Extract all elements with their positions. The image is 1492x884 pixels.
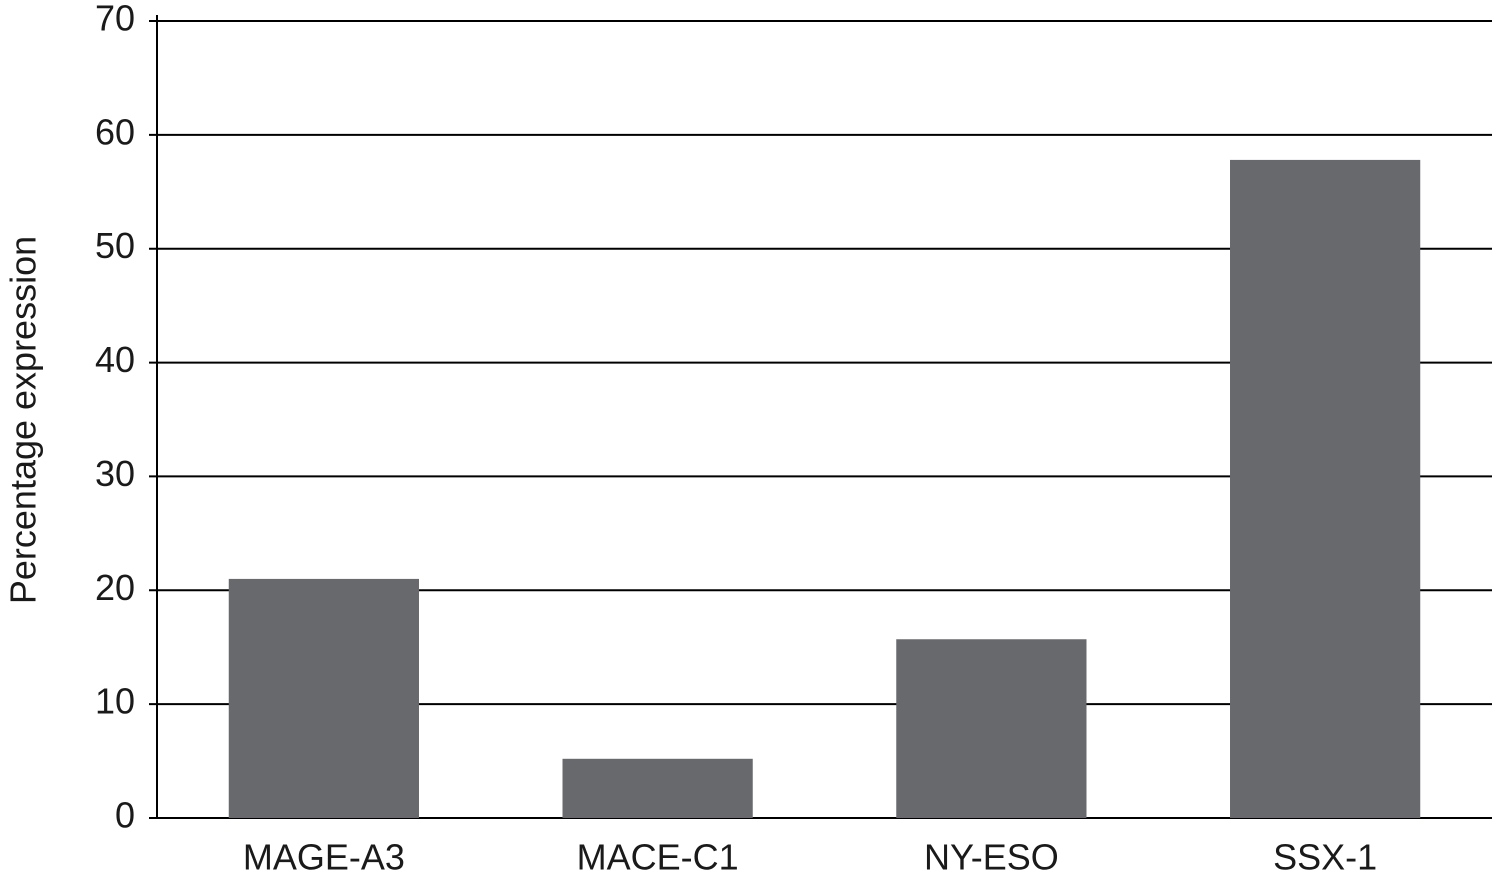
y-tick-label: 50 [95,225,135,266]
bar [1230,159,1421,819]
y-axis-label: Percentage expression [3,236,44,604]
y-tick-label: 20 [95,567,135,608]
x-tick-label: SSX-1 [1273,837,1377,878]
bar [896,639,1087,818]
y-tick-label: 0 [115,795,135,836]
y-tick-label: 40 [95,339,135,380]
y-tick-label: 60 [95,111,135,152]
bar [562,758,753,818]
bar [228,578,419,818]
x-tick-label: MACE-C1 [577,837,739,878]
y-tick-label: 70 [95,0,135,39]
y-tick-label: 30 [95,453,135,494]
y-tick-label: 10 [95,681,135,722]
x-tick-label: NY-ESO [924,837,1059,878]
x-tick-label: MAGE-A3 [243,837,405,878]
